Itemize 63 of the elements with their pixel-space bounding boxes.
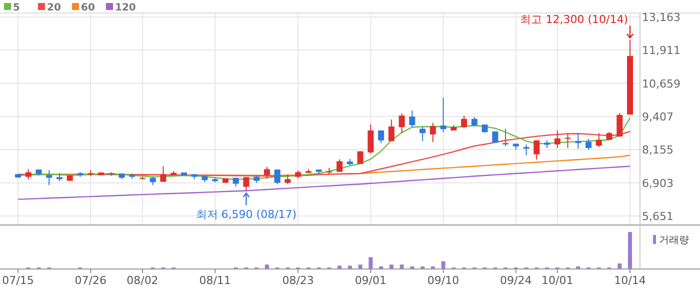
candlestick bbox=[336, 158, 343, 172]
legend-label: 5 bbox=[13, 2, 20, 14]
candlestick bbox=[534, 140, 540, 160]
candlestick bbox=[46, 170, 52, 186]
bar bbox=[338, 266, 342, 269]
annotation: 최고 12,300 (10/14) bbox=[520, 12, 628, 26]
bar bbox=[348, 266, 352, 269]
candlestick bbox=[461, 115, 468, 129]
bar bbox=[368, 257, 373, 269]
candlestick bbox=[357, 150, 364, 164]
candlestick bbox=[554, 130, 560, 148]
x-tick-label: 09/24 bbox=[500, 274, 532, 287]
legend-label: 20 bbox=[47, 2, 61, 14]
candlestick bbox=[564, 132, 571, 148]
x-tick-label: 10/14 bbox=[614, 274, 646, 287]
bar bbox=[264, 264, 269, 269]
candlestick bbox=[523, 144, 530, 156]
candlestick bbox=[368, 124, 374, 154]
x-tick-label: 08/23 bbox=[282, 274, 314, 287]
x-tick-label: 09/01 bbox=[354, 274, 387, 287]
x-tick-label: 08/02 bbox=[126, 274, 158, 287]
candlestick bbox=[160, 166, 166, 182]
candlestick bbox=[378, 130, 384, 144]
candlestick bbox=[420, 126, 426, 142]
candlestick bbox=[264, 166, 270, 180]
candlestick bbox=[586, 138, 592, 150]
y-tick-label: 6,903 bbox=[642, 176, 674, 190]
candlestick bbox=[575, 132, 582, 150]
candlestick bbox=[243, 176, 250, 192]
x-tick-label: 07/15 bbox=[2, 274, 34, 287]
annotation: 최저 6,590 (08/17) bbox=[196, 208, 297, 222]
candlestick bbox=[471, 116, 478, 127]
y-tick-label: 10,659 bbox=[642, 77, 680, 90]
bar bbox=[441, 261, 446, 269]
x-tick-label: 10/01 bbox=[542, 274, 574, 287]
candlestick bbox=[409, 110, 416, 128]
bar bbox=[400, 264, 404, 269]
legend-label: 60 bbox=[81, 2, 95, 14]
bar bbox=[628, 232, 632, 269]
candlestick bbox=[284, 174, 291, 185]
y-tick-label: 9,407 bbox=[642, 110, 674, 124]
x-tick-label: 09/10 bbox=[427, 274, 460, 287]
x-tick-label: 08/11 bbox=[199, 274, 231, 287]
legend-label: 120 bbox=[115, 2, 136, 14]
candlestick bbox=[25, 168, 32, 180]
legend-label: 거래량 bbox=[659, 235, 689, 246]
candlestick bbox=[274, 169, 280, 185]
candlestick bbox=[440, 97, 446, 133]
candlestick bbox=[502, 128, 509, 147]
bar bbox=[618, 263, 622, 269]
line-series bbox=[17, 166, 631, 200]
candlestick bbox=[430, 122, 436, 143]
x-tick-label: 07/26 bbox=[74, 274, 106, 287]
bar bbox=[358, 264, 362, 269]
candlestick bbox=[596, 132, 602, 148]
candlestick bbox=[616, 112, 623, 138]
y-tick-label: 13,163 bbox=[642, 11, 680, 24]
candlestick bbox=[398, 112, 405, 134]
y-tick-label: 5,651 bbox=[642, 210, 674, 223]
candlestick bbox=[388, 119, 394, 142]
y-tick-label: 11,911 bbox=[642, 44, 680, 58]
bar bbox=[389, 264, 394, 269]
y-tick-label: 8,155 bbox=[642, 144, 674, 157]
